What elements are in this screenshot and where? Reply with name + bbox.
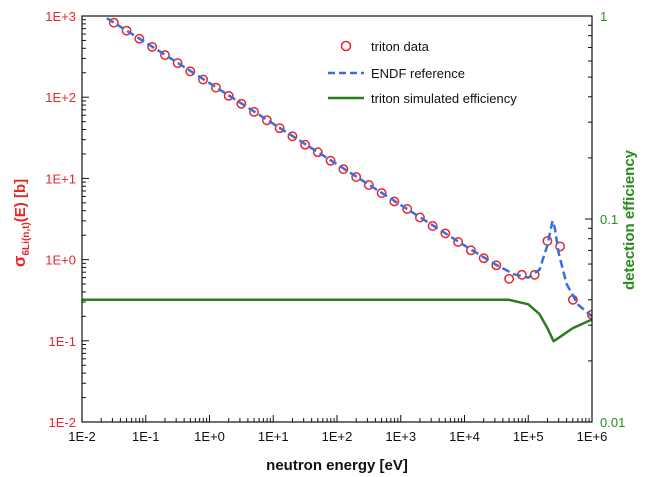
triton-data-point — [300, 139, 311, 150]
triton-data-point — [465, 245, 476, 256]
x-tick-label: 1E+1 — [258, 429, 289, 444]
y-left-tick-label: 1E+1 — [45, 171, 76, 186]
x-tick-label: 1E-1 — [132, 429, 159, 444]
triton-data-point — [351, 172, 362, 182]
triton-data-point — [134, 33, 145, 44]
triton-data-point — [147, 41, 158, 52]
triton-data-point — [325, 155, 336, 166]
plot-frame — [81, 15, 593, 423]
triton-data-point — [121, 25, 132, 36]
y-axis-title-left: σ6Li(n,t)(E) [b] — [10, 179, 32, 267]
triton-data-point — [185, 66, 196, 77]
y-left-tick-label: 1E+2 — [45, 90, 76, 105]
triton-data-point — [363, 180, 374, 190]
y-right-tick-label: 0.01 — [600, 415, 625, 430]
triton-data-point — [312, 147, 323, 158]
x-tick-label: 1E+0 — [194, 429, 225, 444]
y-right-tick-label: 1 — [600, 9, 607, 24]
y-axis-title-left-subscript: 6Li(n,t) — [21, 222, 32, 255]
plot-area — [82, 17, 592, 343]
triton-data-point — [491, 260, 502, 271]
triton-data-point — [376, 188, 387, 199]
triton-data-point — [223, 90, 234, 101]
triton-data-point — [504, 273, 515, 284]
triton-data-point — [108, 17, 119, 28]
triton-data-point — [427, 220, 438, 231]
triton-data-point — [478, 253, 489, 264]
triton-data-point — [440, 228, 451, 239]
triton-data-point — [172, 58, 183, 69]
y-axis-title-right: detection efficiency — [621, 149, 638, 290]
y-axis-title-left-sigma: σ — [10, 255, 29, 267]
y-left-tick-label: 1E-1 — [49, 334, 76, 349]
y-left-tick-label: 1E+0 — [45, 253, 76, 268]
legend-efficiency-label: triton simulated efficiency — [371, 91, 517, 106]
x-axis-title: neutron energy [eV] — [266, 457, 408, 474]
axis-ticks: 1E-2 1E-1 1E+0 1E+1 1E+2 1E+3 1E+4 1E+5 1E+6 1E-2… — [45, 9, 625, 444]
legend: triton data ENDF reference triton simula… — [328, 39, 517, 106]
triton-data-point — [453, 236, 464, 247]
x-tick-label: 1E+5 — [513, 429, 544, 444]
triton-data-point — [198, 74, 209, 85]
x-tick-label: 1E+6 — [577, 429, 608, 444]
y-right-tick-label: 0.1 — [600, 212, 618, 227]
y-axis-title-left-suffix: (E) [b] — [12, 179, 29, 222]
triton-data-point — [249, 106, 260, 117]
triton-data-point — [287, 131, 298, 142]
legend-triton-label: triton data — [371, 39, 430, 54]
triton-data-point — [414, 212, 425, 223]
x-tick-label: 1E+3 — [385, 429, 416, 444]
triton-data-point — [274, 123, 285, 134]
legend-triton-marker — [340, 40, 352, 52]
y-left-tick-label: 1E+3 — [45, 9, 76, 24]
triton-data-point — [555, 241, 566, 252]
triton-data-point — [338, 164, 349, 175]
legend-endf-label: ENDF reference — [371, 66, 465, 81]
triton-data-point — [389, 196, 400, 207]
x-tick-label: 1E+2 — [322, 429, 353, 444]
triton-data-point — [236, 98, 247, 109]
x-tick-label: 1E+4 — [449, 429, 480, 444]
triton-data-point — [261, 115, 272, 126]
triton-data-point — [210, 82, 221, 93]
triton-data-point — [542, 235, 553, 246]
triton-data-point — [402, 204, 413, 214]
x-tick-label: 1E-2 — [68, 429, 95, 444]
y-left-tick-label: 1E-2 — [49, 415, 76, 430]
triton-data-point — [159, 50, 170, 61]
endf-reference-line — [106, 17, 592, 318]
triton-simulated-efficiency-line — [82, 298, 592, 343]
